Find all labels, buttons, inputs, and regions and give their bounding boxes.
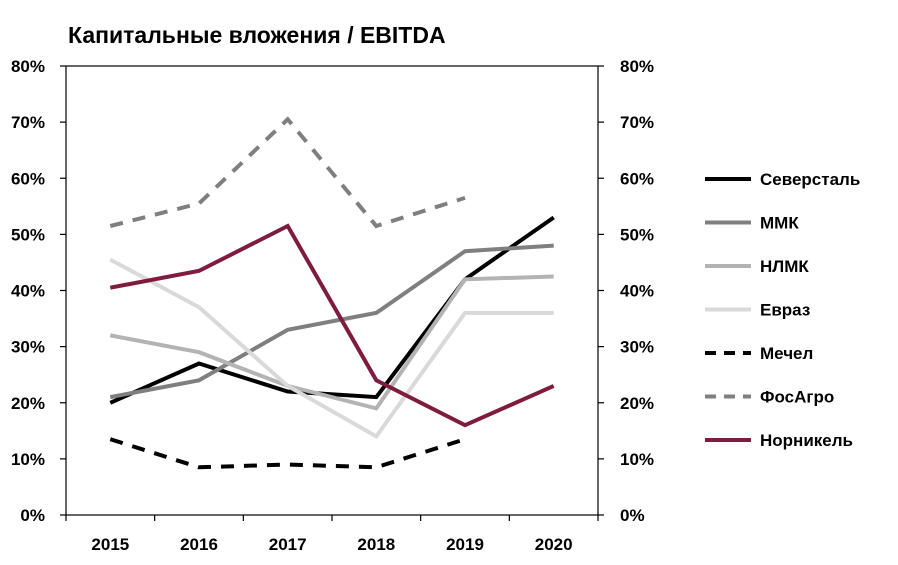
y-tick-label-left: 0% (20, 506, 45, 525)
y-tick-label-left: 40% (11, 282, 45, 301)
x-tick-label: 2018 (357, 535, 395, 554)
y-tick-label-right: 0% (620, 506, 645, 525)
y-tick-label-right: 70% (620, 113, 654, 132)
series-line-5 (109, 116, 466, 229)
chart-title: Капитальные вложения / EBITDA (68, 22, 446, 48)
y-tick-label-right: 50% (620, 225, 654, 244)
y-tick-label-right: 30% (620, 338, 654, 357)
series-line-1 (109, 243, 554, 400)
y-tick-label-left: 60% (11, 169, 45, 188)
y-tick-label-left: 30% (11, 338, 45, 357)
series-line-0 (109, 215, 555, 405)
x-tick-label: 2015 (91, 535, 129, 554)
legend-label: Евраз (760, 301, 810, 320)
y-tick-label-left: 70% (11, 113, 45, 132)
series-lines (109, 116, 555, 470)
y-axis-left: 0% 10% 20% 30% 40% 50% 60% 70% 80% (11, 57, 66, 525)
y-tick-label-right: 10% (620, 450, 654, 469)
series-line-4 (109, 437, 466, 470)
x-tick-label: 2019 (446, 535, 484, 554)
series-line-2 (109, 274, 554, 411)
y-tick-label-left: 50% (11, 225, 45, 244)
series-line-3 (109, 257, 554, 440)
x-tick-label: 2017 (269, 535, 307, 554)
y-tick-label-right: 80% (620, 57, 654, 76)
legend-label: ФосАгро (760, 388, 834, 407)
plot-area (65, 65, 599, 516)
legend-label: Норникель (760, 431, 853, 450)
y-tick-label-right: 40% (620, 282, 654, 301)
x-tick-label: 2016 (180, 535, 218, 554)
y-tick-label-left: 10% (11, 450, 45, 469)
y-tick-label-left: 20% (11, 394, 45, 413)
y-axis-right: 0% 10% 20% 30% 40% 50% 60% 70% 80% (598, 57, 654, 525)
y-tick-label-right: 20% (620, 394, 654, 413)
x-tick-label: 2020 (535, 535, 573, 554)
legend-label: Мечел (760, 344, 813, 363)
y-tick-label-right: 60% (620, 169, 654, 188)
legend-label: Северсталь (760, 170, 860, 189)
legend-label: НЛМК (760, 257, 809, 276)
y-tick-label-left: 80% (11, 57, 45, 76)
series-line-6 (109, 223, 555, 428)
x-axis: 2015 2016 2017 2018 2019 2020 (65, 515, 599, 554)
legend-label: ММК (760, 214, 799, 233)
legend: Северсталь ММК НЛМК Евраз Мечел ФосАгро Норник… (705, 170, 860, 450)
